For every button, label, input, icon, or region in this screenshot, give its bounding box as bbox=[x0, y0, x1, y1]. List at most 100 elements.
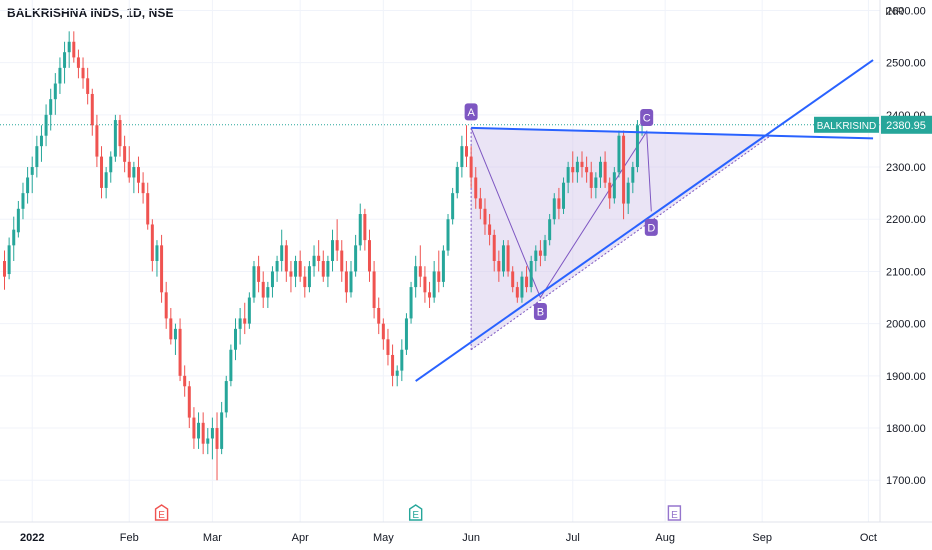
candle-body bbox=[307, 266, 311, 288]
candle-body bbox=[538, 250, 542, 256]
candles bbox=[3, 31, 644, 481]
candle-body bbox=[257, 266, 261, 282]
candle-body bbox=[100, 156, 104, 188]
candle bbox=[548, 214, 552, 246]
candle-body bbox=[400, 349, 404, 371]
candle-body bbox=[548, 219, 552, 241]
candle bbox=[608, 177, 612, 209]
candle-body bbox=[109, 156, 113, 173]
candle bbox=[67, 31, 71, 68]
candle-body bbox=[418, 266, 422, 277]
y-tick-label: 2200.00 bbox=[886, 214, 926, 226]
candle-body bbox=[432, 271, 436, 298]
candle-body bbox=[72, 41, 76, 58]
candle-body bbox=[187, 386, 191, 418]
pattern-point-d[interactable]: D bbox=[644, 218, 658, 236]
candle bbox=[446, 214, 450, 256]
candle-body bbox=[3, 261, 6, 277]
candle bbox=[414, 255, 418, 298]
candle bbox=[229, 344, 233, 387]
candle bbox=[76, 49, 80, 79]
candle-body bbox=[335, 240, 339, 251]
event-marker-label: E bbox=[158, 510, 165, 521]
trendline[interactable] bbox=[471, 126, 874, 140]
pattern-point-badge bbox=[640, 109, 654, 127]
candle bbox=[469, 146, 473, 188]
candle-body bbox=[155, 245, 159, 261]
candle bbox=[331, 229, 335, 272]
candle bbox=[465, 125, 468, 168]
candle bbox=[418, 245, 422, 288]
candle bbox=[585, 156, 589, 183]
candle-body bbox=[575, 161, 579, 173]
candle-body bbox=[201, 422, 205, 444]
candle-body bbox=[455, 167, 459, 194]
candle-body bbox=[594, 177, 598, 188]
event-marker-earnings-red[interactable]: E bbox=[154, 504, 169, 521]
candle-body bbox=[294, 261, 298, 277]
candle bbox=[234, 318, 237, 361]
candle-body bbox=[86, 78, 90, 94]
candle-body bbox=[437, 271, 441, 282]
candle-body bbox=[363, 214, 367, 241]
candle bbox=[86, 67, 90, 105]
pattern-point-a[interactable]: A bbox=[464, 103, 478, 121]
candle-body bbox=[497, 261, 501, 272]
candle bbox=[326, 255, 330, 288]
candle bbox=[474, 167, 478, 209]
candle-body bbox=[529, 261, 533, 288]
candle-body bbox=[252, 266, 256, 298]
candle bbox=[35, 135, 39, 178]
candle bbox=[136, 156, 140, 194]
candle bbox=[395, 365, 399, 387]
candle-body bbox=[206, 438, 210, 444]
candle bbox=[206, 428, 210, 455]
candle-body bbox=[474, 177, 478, 199]
candle bbox=[598, 156, 602, 188]
candle bbox=[192, 407, 196, 449]
y-tick-label: 2500.00 bbox=[886, 58, 926, 70]
candle bbox=[53, 73, 57, 115]
candle-body bbox=[303, 276, 307, 288]
candle bbox=[506, 240, 510, 277]
candle-body bbox=[164, 292, 168, 319]
candle bbox=[562, 177, 566, 215]
pattern-point-c[interactable]: C bbox=[640, 109, 654, 127]
candle-body bbox=[321, 261, 325, 277]
candle bbox=[552, 193, 556, 225]
candle bbox=[270, 266, 274, 298]
x-tick-label: Aug bbox=[655, 532, 675, 544]
candle-body bbox=[358, 214, 362, 246]
candle-body bbox=[183, 375, 187, 387]
candle bbox=[538, 240, 542, 267]
candle bbox=[16, 200, 20, 238]
price-tag-symbol: BALKRISIND bbox=[817, 121, 876, 132]
candle bbox=[289, 261, 293, 293]
candle-body bbox=[349, 271, 353, 293]
pattern-point-b[interactable]: B bbox=[533, 303, 547, 321]
candle-body bbox=[469, 156, 473, 178]
candle-body bbox=[67, 41, 71, 53]
event-marker-earnings-green[interactable]: E bbox=[408, 504, 423, 521]
event-marker-other[interactable]: E bbox=[667, 505, 682, 521]
candle bbox=[183, 365, 187, 397]
candle bbox=[404, 313, 408, 355]
candle-body bbox=[160, 245, 164, 293]
candle bbox=[90, 88, 94, 136]
candle bbox=[594, 172, 598, 199]
candle bbox=[3, 250, 6, 290]
candle bbox=[358, 203, 362, 251]
candle bbox=[617, 130, 621, 178]
candle bbox=[312, 245, 316, 277]
candle bbox=[367, 229, 371, 282]
candle-body bbox=[635, 125, 639, 168]
candle-body bbox=[465, 146, 468, 157]
trendline[interactable] bbox=[415, 59, 874, 382]
candle bbox=[307, 261, 311, 293]
candle-body bbox=[118, 120, 122, 147]
candle-body bbox=[197, 422, 201, 439]
candle bbox=[118, 114, 122, 157]
candle-body bbox=[220, 412, 224, 449]
candle bbox=[571, 151, 575, 183]
